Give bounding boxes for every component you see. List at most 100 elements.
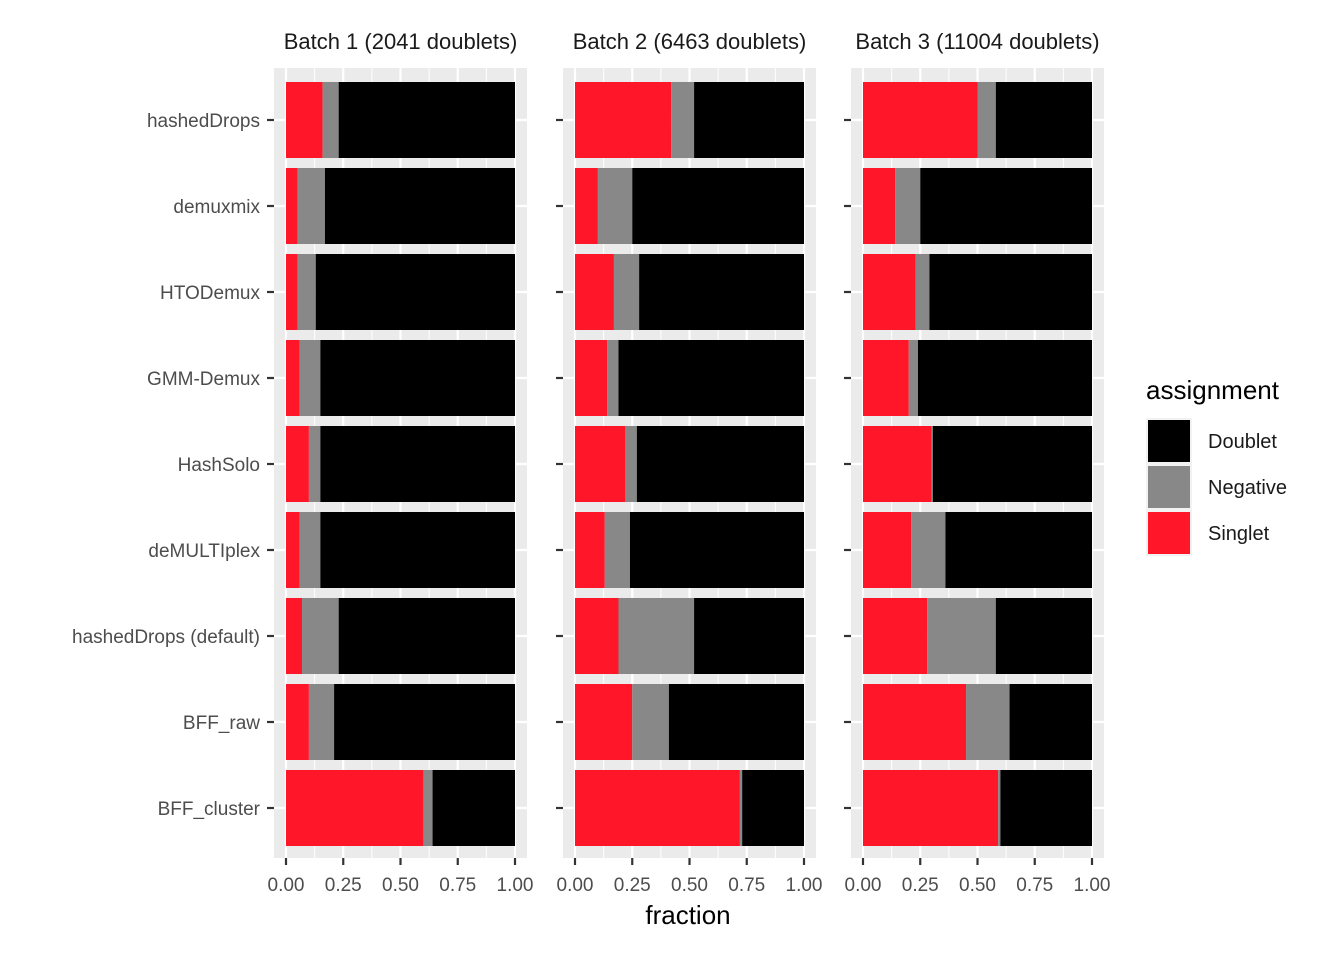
facet-panel-1: Batch 1 (2041 doublets) 0.00 0.25 0.50 0.75 1… [267,29,533,896]
bar-negative [297,168,325,244]
panels-layer: Batch 1 (2041 doublets) 0.00 0.25 0.50 0.75 1… [267,29,1110,896]
bar-negative [618,598,695,674]
legend-key-negative [1148,466,1190,508]
bar-singlet [863,512,912,588]
x-tick-label: 1.00 [1074,875,1111,896]
bar-doublet [334,684,515,760]
facet-panel-2: Batch 2 (6463 doublets) 0.00 0.25 0.50 0.75 1… [556,29,822,896]
x-tick-label: 0.75 [439,875,476,896]
bar-doublet [320,512,515,588]
bar-doublet [1000,770,1092,846]
bar-negative [911,512,946,588]
x-axis: 0.00 0.25 0.50 0.75 1.00 [268,858,534,896]
bar-negative [895,168,921,244]
x-tick-label: 0.75 [1016,875,1053,896]
bar-negative [604,512,630,588]
bar-singlet [863,254,916,330]
y-tick-label: deMULTIplex [148,541,260,562]
bar-doublet [920,168,1092,244]
bar-singlet [286,684,309,760]
bar-doublet [432,770,515,846]
bar-negative [297,254,316,330]
bar-singlet [863,340,909,416]
bar-singlet [286,82,323,158]
y-tick-label: GMM-Demux [147,369,260,390]
bar-doublet [636,426,804,502]
bar-negative [998,770,1001,846]
bar-singlet [286,340,300,416]
bars [863,82,1092,846]
bar-singlet [286,168,298,244]
bar-doublet [694,598,804,674]
bar-singlet [863,770,999,846]
bar-negative [927,598,996,674]
bars [286,82,515,846]
x-tick-label: 0.75 [728,875,765,896]
y-tick-label: hashedDrops (default) [72,627,260,648]
bar-singlet [863,82,978,158]
y-ticks [267,118,274,810]
bar-doublet [929,254,1092,330]
facet-title: Batch 1 (2041 doublets) [284,29,518,54]
legend-key-doublet [1148,420,1190,462]
y-tick-label: hashedDrops [147,111,260,132]
bar-negative [671,82,695,158]
y-tick-label: BFF_cluster [158,799,261,820]
bar-singlet [286,254,298,330]
bar-negative [597,168,633,244]
bar-singlet [575,254,614,330]
y-ticks [844,118,851,810]
bar-negative [423,770,433,846]
bar-doublet [324,168,515,244]
bar-singlet [575,684,633,760]
x-tick-label: 0.25 [614,875,651,896]
y-tick-label: HTODemux [160,283,260,304]
bar-doublet [632,168,804,244]
bar-negative [607,340,619,416]
bar-singlet [575,82,672,158]
bar-doublet [742,770,804,846]
legend-label: Singlet [1208,523,1270,545]
bar-negative [613,254,640,330]
bar-doublet [320,426,515,502]
x-tick-label: 0.25 [902,875,939,896]
bar-doublet [668,684,804,760]
facet-title: Batch 3 (11004 doublets) [855,29,1099,54]
x-tick-label: 0.50 [671,875,708,896]
category-labels: hashedDrops demuxmix HTODemux GMM-Demux Hash… [72,111,261,820]
bar-negative [299,340,321,416]
bar-singlet [286,426,309,502]
bars [575,82,804,846]
bar-doublet [694,82,804,158]
bar-doublet [315,254,515,330]
bar-singlet [575,340,608,416]
bar-negative [908,340,918,416]
bar-negative [739,770,743,846]
bar-singlet [286,512,300,588]
bar-singlet [575,168,598,244]
facet-title: Batch 2 (6463 doublets) [573,29,807,54]
x-tick-label: 1.00 [497,875,534,896]
y-tick-label: demuxmix [173,197,260,218]
bar-singlet [575,770,740,846]
x-tick-label: 1.00 [786,875,823,896]
x-tick-label: 0.50 [959,875,996,896]
bar-negative [966,684,1010,760]
bar-singlet [863,598,928,674]
bar-singlet [575,426,626,502]
bar-negative [977,82,996,158]
x-axis: 0.00 0.25 0.50 0.75 1.00 [557,858,823,896]
x-tick-label: 0.50 [382,875,419,896]
x-axis-title: fraction [645,900,730,930]
y-tick-label: BFF_raw [183,713,260,734]
bar-doublet [917,340,1092,416]
bar-doublet [995,82,1092,158]
bar-doublet [338,598,515,674]
y-tick-label: HashSolo [178,455,260,476]
bar-singlet [863,684,967,760]
bar-doublet [995,598,1092,674]
legend-title: assignment [1146,375,1280,405]
bar-negative [308,426,321,502]
bar-negative [625,426,637,502]
